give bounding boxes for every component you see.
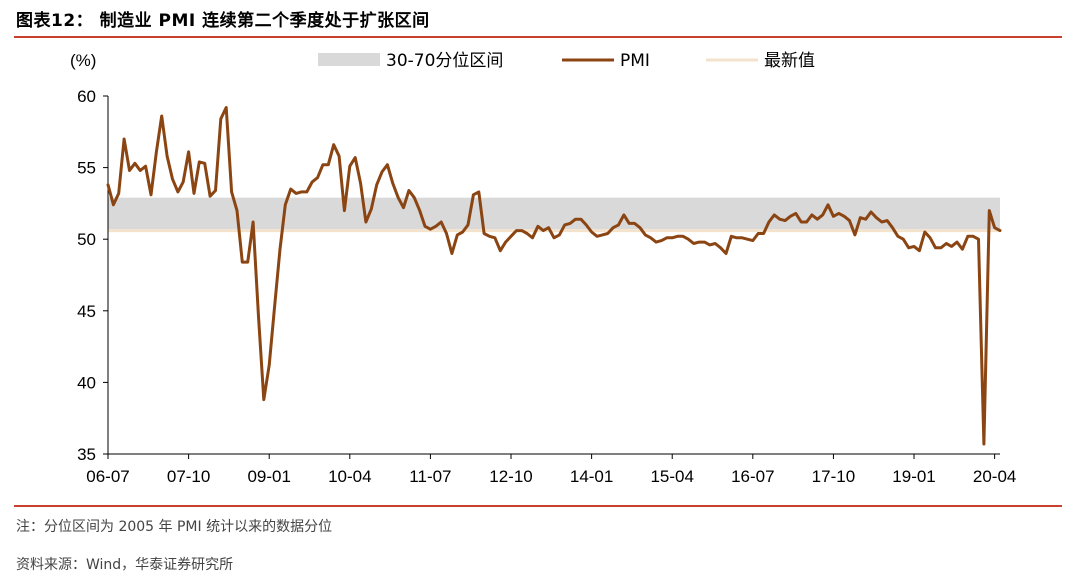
- footer-rule: [14, 505, 1062, 507]
- x-tick-label: 15-04: [650, 467, 693, 486]
- x-tick-label: 06-07: [86, 467, 129, 486]
- legend-band-swatch: [318, 53, 380, 66]
- source-note: 资料来源：Wind，华泰证券研究所: [16, 557, 234, 573]
- x-tick-label: 10-04: [328, 467, 371, 486]
- legend-latest-label: 最新值: [764, 51, 815, 71]
- band-30-70: [108, 197, 1000, 230]
- pmi-chart: 30-70分位区间 PMI 最新值 (%) 35 40 45 50 55 60 06-07 0…: [70, 51, 1016, 486]
- y-tick-label: 35: [77, 445, 96, 464]
- legend-pmi-label: PMI: [620, 51, 650, 71]
- x-tick-label: 11-07: [409, 467, 451, 486]
- x-tick-label: 20-04: [973, 467, 1016, 486]
- y-tick-label: 50: [77, 230, 96, 249]
- x-tick-label: 17-10: [812, 467, 855, 486]
- y-tick-label: 55: [77, 159, 96, 178]
- chart-title: 图表12： 制造业 PMI 连续第二个季度处于扩张区间: [16, 11, 430, 31]
- series-line-pmi: [106, 106, 1002, 446]
- title-rule: [14, 36, 1062, 38]
- legend: 30-70分位区间 PMI 最新值: [318, 51, 815, 71]
- y-tick-label: 60: [77, 87, 96, 106]
- legend-band-label: 30-70分位区间: [386, 51, 503, 71]
- x-tick-label: 07-10: [167, 467, 210, 486]
- footnote: 注：分位区间为 2005 年 PMI 统计以来的数据分位: [16, 519, 333, 535]
- x-tick-label: 14-01: [570, 467, 613, 486]
- x-tick-label: 09-01: [247, 467, 290, 486]
- x-tick-label: 19-01: [892, 467, 935, 486]
- x-tick-label: 16-07: [731, 467, 774, 486]
- y-tick-label: 45: [77, 302, 96, 321]
- y-axis-label: (%): [70, 51, 96, 70]
- x-tick-label: 12-10: [489, 467, 532, 486]
- plot-area: 35 40 45 50 55 60 06-07 07-10 09-01 10-04 11-07 12-…: [77, 87, 1016, 486]
- y-tick-label: 40: [77, 373, 96, 392]
